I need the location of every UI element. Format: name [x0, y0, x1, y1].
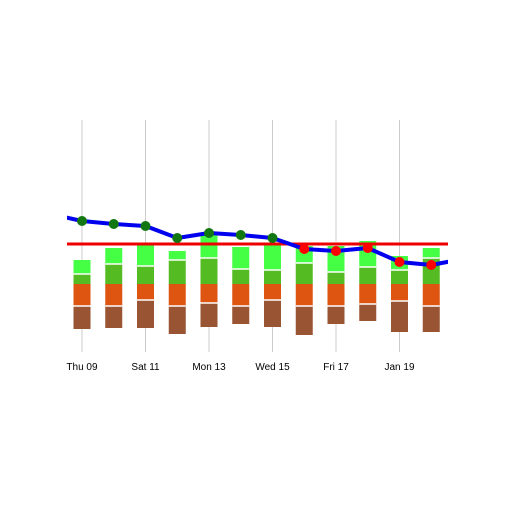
bar-up-1-segment: [422, 248, 440, 258]
bar-down-0-segment: [359, 284, 377, 304]
x-tick-label: Jan 19: [384, 362, 414, 373]
bar-up-1-segment: [232, 247, 250, 269]
bar-up-1-segment: [73, 260, 91, 274]
bar-down-1-segment: [105, 306, 123, 328]
bar-down-1-segment: [168, 306, 186, 334]
line-point-marker: [235, 230, 246, 240]
stacked-bars: [73, 234, 440, 335]
bar-up-1-segment: [200, 234, 218, 258]
x-tick-label: Mon 13: [192, 362, 226, 373]
bar-up-0-segment: [105, 264, 123, 284]
bar-up-0-segment: [232, 269, 250, 284]
bar-down-0-segment: [391, 284, 408, 301]
bar-down-0-segment: [232, 284, 250, 306]
bar-down-1-segment: [232, 306, 250, 324]
line-point-marker: [77, 216, 87, 226]
bar-down-1-segment: [73, 306, 91, 329]
bar-down-1-segment: [295, 306, 313, 335]
bar-up-0-segment: [327, 272, 345, 284]
line-point-marker: [267, 233, 278, 243]
bar-down-0-segment: [295, 284, 313, 306]
bar-down-1-segment: [137, 300, 154, 328]
bar-down-0-segment: [168, 284, 186, 306]
bar-down-0-segment: [105, 284, 123, 306]
bar-up-1-segment: [105, 248, 123, 264]
line-point-marker: [299, 244, 310, 254]
line-point-marker: [362, 243, 373, 253]
bar-up-0-segment: [295, 263, 313, 284]
bar-down-1-segment: [264, 300, 281, 327]
line-point-marker: [172, 233, 183, 243]
x-tick-label: Fri 17: [323, 362, 349, 373]
bar-down-0-segment: [422, 284, 440, 306]
x-tick-label: Thu 09: [66, 362, 98, 373]
bar-up-0-segment: [391, 270, 408, 284]
bar-down-0-segment: [73, 284, 91, 306]
line-point-marker: [204, 228, 214, 238]
bar-down-0-segment: [200, 284, 218, 303]
bar-down-1-segment: [359, 304, 377, 321]
x-tick-label: Sat 11: [131, 362, 160, 373]
bar-up-0-segment: [200, 258, 218, 284]
bar-down-0-segment: [264, 284, 281, 300]
bar-up-0-segment: [359, 267, 377, 284]
line-point-marker: [331, 246, 341, 256]
bar-down-0-segment: [137, 284, 154, 300]
x-axis-ticks: Thu 09 Sat 11 Mon 13 Wed 15 Fri 17 Jan 19: [66, 362, 415, 373]
bar-up-0-segment: [264, 270, 281, 284]
bar-down-1-segment: [391, 301, 408, 332]
bar-up-0-segment: [137, 266, 154, 284]
bar-down-1-segment: [327, 306, 345, 324]
x-tick-label: Wed 15: [255, 362, 290, 373]
line-point-marker: [108, 219, 119, 229]
line-point-marker: [426, 260, 437, 270]
bar-down-1-segment: [200, 303, 218, 327]
bar-up-1-segment: [137, 243, 154, 266]
line-point-marker: [140, 221, 151, 231]
line-series-path: [67, 215, 448, 267]
bar-up-0-segment: [73, 274, 91, 284]
line-series: [67, 215, 448, 270]
bar-up-1-segment: [264, 245, 281, 270]
bar-down-1-segment: [422, 306, 440, 332]
line-point-marker: [394, 257, 405, 267]
bar-up-0-segment: [168, 260, 186, 284]
bar-up-1-segment: [168, 251, 186, 260]
bar-down-0-segment: [327, 284, 345, 306]
